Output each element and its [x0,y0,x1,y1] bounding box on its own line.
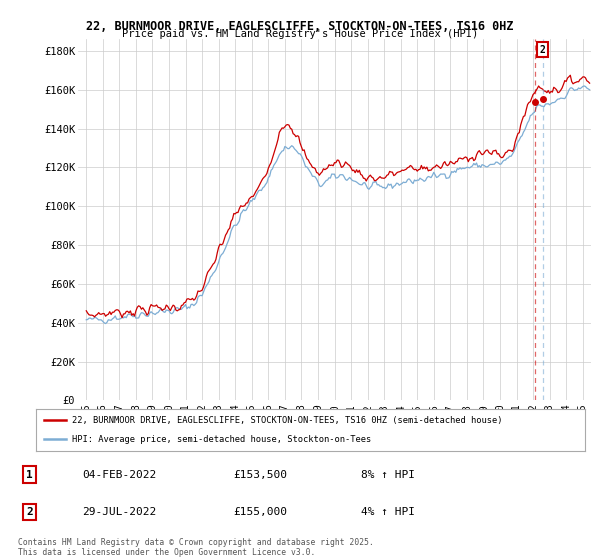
Text: 4% ↑ HPI: 4% ↑ HPI [361,507,415,517]
Text: 29-JUL-2022: 29-JUL-2022 [82,507,156,517]
Text: 8% ↑ HPI: 8% ↑ HPI [361,469,415,479]
Text: 22, BURNMOOR DRIVE, EAGLESCLIFFE, STOCKTON-ON-TEES, TS16 0HZ: 22, BURNMOOR DRIVE, EAGLESCLIFFE, STOCKT… [86,20,514,32]
Text: 22, BURNMOOR DRIVE, EAGLESCLIFFE, STOCKTON-ON-TEES, TS16 0HZ (semi-detached hous: 22, BURNMOOR DRIVE, EAGLESCLIFFE, STOCKT… [71,416,502,424]
Text: 1: 1 [26,469,33,479]
Text: Price paid vs. HM Land Registry's House Price Index (HPI): Price paid vs. HM Land Registry's House … [122,29,478,39]
Text: 2: 2 [539,45,545,55]
Text: 2: 2 [26,507,33,517]
Text: £153,500: £153,500 [233,469,287,479]
Text: 04-FEB-2022: 04-FEB-2022 [82,469,156,479]
Text: £155,000: £155,000 [233,507,287,517]
Text: HPI: Average price, semi-detached house, Stockton-on-Tees: HPI: Average price, semi-detached house,… [71,435,371,444]
Text: Contains HM Land Registry data © Crown copyright and database right 2025.
This d: Contains HM Land Registry data © Crown c… [18,538,374,557]
